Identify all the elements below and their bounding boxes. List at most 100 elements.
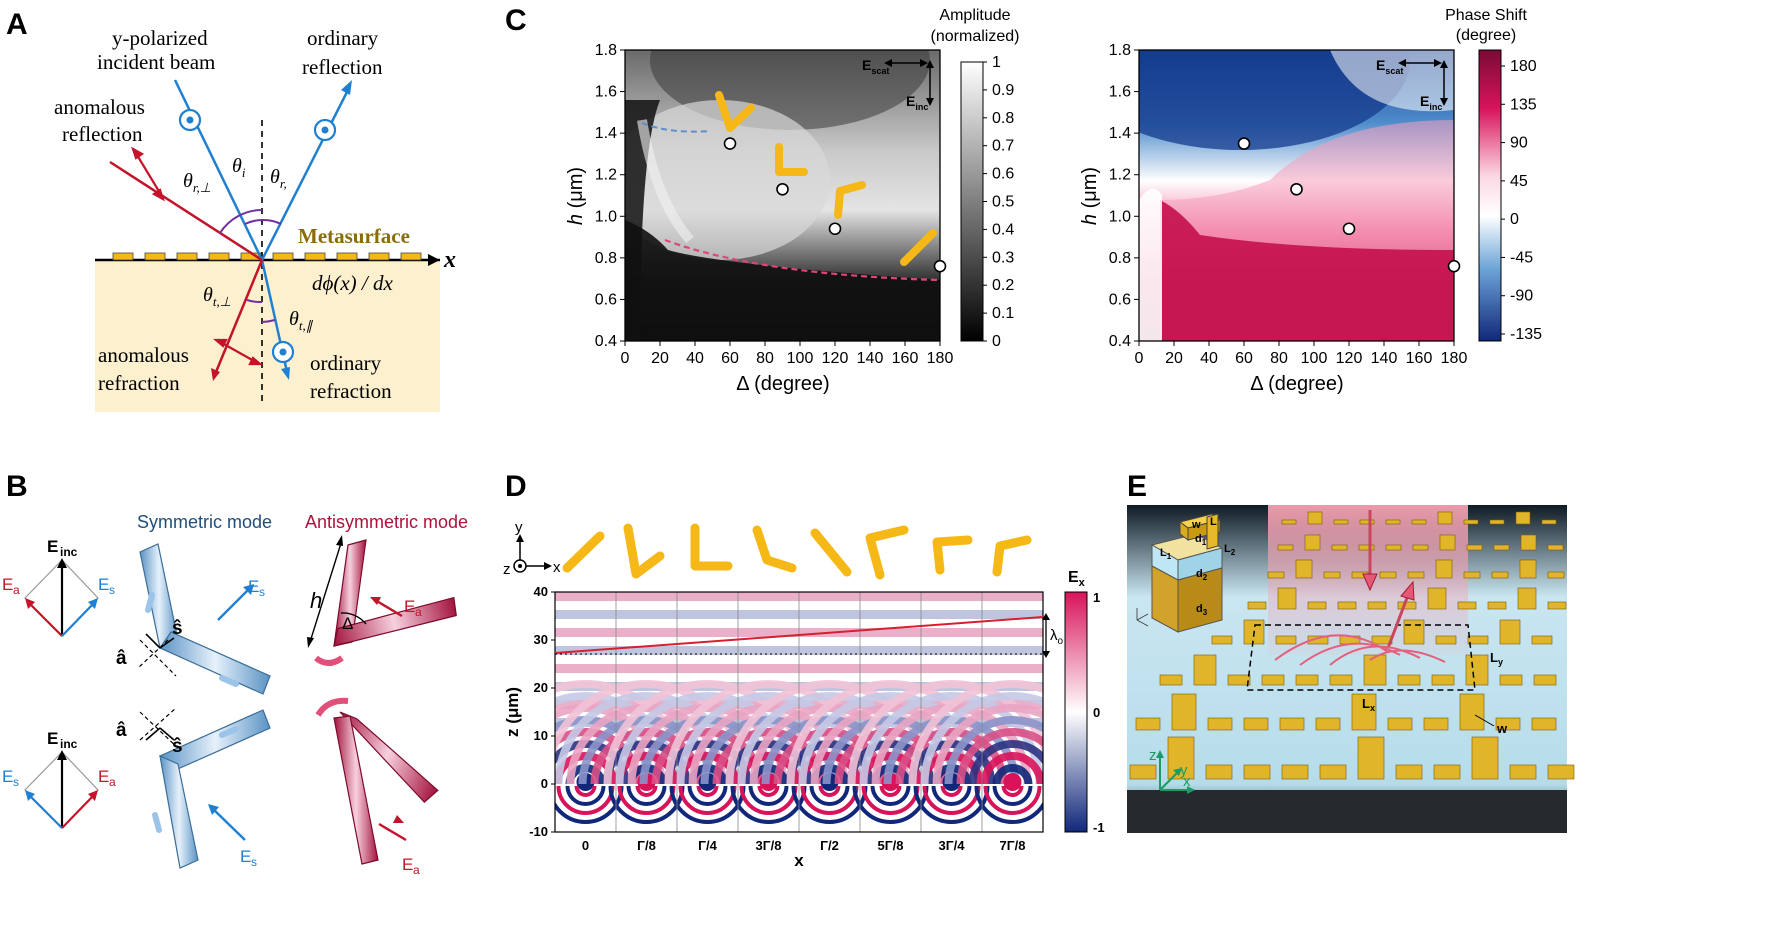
svg-text:â: â	[116, 720, 127, 741]
colorbar-tick-label: 0.6	[992, 166, 1014, 183]
data-point	[828, 222, 842, 236]
svg-text:d2: d2	[1196, 568, 1208, 582]
x-tick-label: 100	[1301, 350, 1328, 367]
ordinary-reflection-line1: ordinary	[307, 26, 379, 50]
axis-glyph-d: y z x	[503, 519, 561, 578]
field-rings	[555, 592, 1043, 832]
colorbar-tick-label: 1	[1093, 590, 1100, 605]
svg-text:a: a	[413, 863, 420, 877]
panel-b: B Symmetric mode Antisymmetric mode E in…	[2, 470, 468, 877]
svg-text:E: E	[2, 767, 13, 786]
antenna-row	[562, 523, 1032, 580]
angle-arc-reflection	[261, 218, 282, 225]
data-point	[1447, 259, 1461, 273]
phase-front-line	[554, 616, 1044, 654]
x-tick-label: 160	[1406, 350, 1433, 367]
colorbar-tick-label: 0.8	[992, 110, 1014, 127]
theta-t-perp-label: θt,⊥	[203, 284, 231, 309]
x-tick-label: 120	[822, 350, 849, 367]
svg-text:E: E	[47, 729, 58, 748]
y-tick-label: 1.0	[1109, 208, 1131, 225]
antisymmetric-antenna-bottom: E a	[315, 697, 439, 877]
y-tick-label: 1.8	[595, 42, 617, 59]
x-tick-label: 120	[1336, 350, 1363, 367]
field-colorbar-ticks: 1 0 -1	[1093, 590, 1105, 835]
colorbar-tick-label: 1	[992, 54, 1001, 71]
panel-letter-c: C	[505, 4, 527, 37]
ordinary-refraction-line2: refraction	[310, 379, 392, 403]
colorbar-tick-label: 45	[1510, 173, 1528, 190]
x-tick-label: 0	[1135, 350, 1144, 367]
phase-ylabel: h (μm)	[1079, 167, 1101, 225]
amplitude-colorbar-title-1: Amplitude	[939, 7, 1010, 24]
phase-colorbar-title-1: Phase Shift	[1445, 7, 1527, 24]
phase-colorbar	[1478, 49, 1502, 342]
x-tick-label: 80	[1270, 350, 1288, 367]
svg-text:E: E	[248, 577, 259, 596]
amplitude-blue-dashed	[641, 122, 711, 133]
x-tick-label: 60	[1235, 350, 1253, 367]
data-point	[1237, 137, 1251, 150]
colorbar-tick-label: 0	[1510, 211, 1519, 228]
amplitude-points	[723, 137, 947, 273]
ordinary-reflection-beam	[260, 85, 352, 261]
field-colorbar	[1064, 591, 1088, 833]
x-tick-label: 140	[857, 350, 884, 367]
phase-colorbar-ticks: 180 135 90 45 0 -45 -90 -135	[1501, 58, 1542, 343]
y-tick-label: 0	[541, 776, 548, 791]
theta-r-label: θr,	[270, 166, 287, 191]
ordinary-reflection-line2: reflection	[302, 55, 383, 79]
polarization-arrow-refraction	[213, 338, 263, 366]
angle-arc-anomalous-reflection	[219, 209, 263, 234]
symmetric-antenna-top: E s â ŝ	[116, 543, 271, 695]
wavelength-marker: λo	[1042, 613, 1064, 658]
colorbar-tick-label: -1	[1093, 820, 1105, 835]
data-point	[1290, 182, 1303, 196]
svg-text:E: E	[240, 847, 251, 866]
svg-text:Δ: Δ	[342, 614, 353, 633]
y-tick-label: -10	[529, 824, 548, 839]
svg-text:λo: λo	[1050, 627, 1064, 647]
amplitude-colorbar	[960, 61, 984, 342]
panel-letter-d: D	[505, 470, 527, 503]
x-axis-label: x	[443, 247, 456, 273]
svg-text:E: E	[404, 597, 415, 616]
phase-field-arrows: Escat Einc	[1376, 57, 1448, 112]
svg-text:Einc: Einc	[1420, 93, 1442, 112]
x-tick-label: 60	[721, 350, 739, 367]
axis-glyph-e: z y x	[1149, 747, 1195, 794]
angle-arc-anomalous-refraction	[246, 299, 263, 304]
colorbar-tick-label: 0.1	[992, 305, 1014, 322]
x-tick-label: 20	[1165, 350, 1183, 367]
y-tick-label: 0.6	[595, 291, 617, 308]
svg-text:y: y	[515, 519, 523, 536]
x-tick-label: 0	[621, 350, 630, 367]
vector-diagram-top: E inc E a E s	[2, 537, 115, 637]
metasurface-label: Metasurface	[298, 224, 410, 248]
svg-text:ŝ: ŝ	[172, 618, 183, 639]
svg-text:a: a	[109, 775, 116, 789]
svg-text:Lx: Lx	[1362, 696, 1375, 713]
colorbar-tick-label: 0.9	[992, 82, 1014, 99]
colorbar-tick-label: 180	[1510, 58, 1537, 75]
svg-text:â: â	[116, 648, 127, 669]
antisymmetric-antenna-top: h Δ E a	[307, 535, 457, 666]
field-colorbar-title: Ex	[1068, 569, 1086, 589]
x-tick-label: Γ/2	[820, 838, 839, 853]
svg-text:Einc: Einc	[906, 93, 928, 112]
amplitude-red-dashed	[664, 238, 941, 282]
phase-gradient-label: dϕ(x) / dx	[312, 271, 394, 295]
svg-text:s: s	[251, 855, 257, 869]
anomalous-refraction-beam	[214, 259, 264, 373]
phase-axes: 0 20 40 60 80 100 120 140 160 180 0.4 0.6 0.8 1.0 1.2 1…	[1109, 42, 1468, 367]
incident-label-line1: y-polarized	[112, 26, 208, 50]
antisymmetric-mode-title: Antisymmetric mode	[305, 512, 468, 532]
svg-text:E: E	[47, 537, 58, 556]
x-tick-label: 3Γ/8	[756, 838, 782, 853]
svg-text:ŝ: ŝ	[172, 736, 183, 757]
phase-colorbar-title-2: (degree)	[1456, 27, 1516, 44]
angle-arc-ordinary-refraction	[261, 319, 276, 323]
data-point	[723, 137, 737, 150]
y-tick-label: 1.8	[1109, 42, 1131, 59]
x-tick-label: 40	[1200, 350, 1218, 367]
